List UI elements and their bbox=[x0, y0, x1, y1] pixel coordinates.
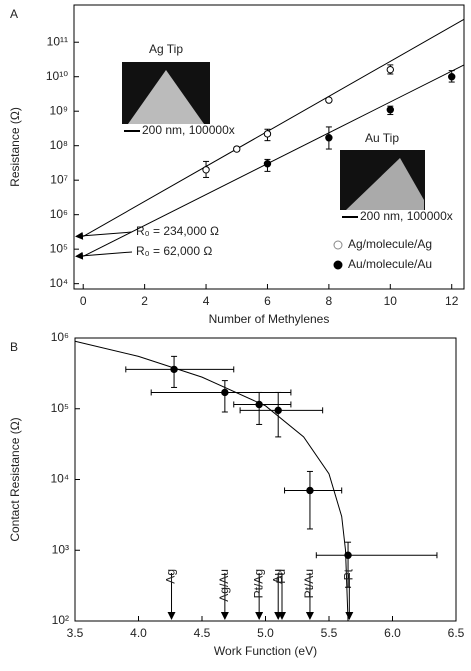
legend-label: Ag/molecule/Ag bbox=[348, 237, 432, 251]
plot-frame bbox=[73, 4, 465, 290]
y-tick-label: 10⁴ bbox=[49, 276, 68, 290]
inset-title: Au Tip bbox=[365, 131, 399, 145]
data-point bbox=[233, 391, 292, 425]
point bbox=[306, 486, 314, 495]
y-tick-label: 10⁶ bbox=[51, 330, 69, 344]
data-point bbox=[239, 391, 324, 438]
data-point bbox=[315, 541, 438, 588]
legend-marker bbox=[333, 240, 343, 250]
x-tick-label: 12 bbox=[445, 294, 459, 308]
plot-frame bbox=[74, 337, 457, 622]
annotation: R₀ = 234,000 Ω bbox=[136, 224, 219, 238]
point bbox=[255, 400, 263, 409]
point bbox=[263, 160, 272, 168]
data-point bbox=[284, 470, 343, 530]
x-axis-title: Number of Methylenes bbox=[209, 312, 330, 326]
x-tick-label: 4.0 bbox=[130, 626, 147, 640]
y-tick-label: 10⁸ bbox=[50, 138, 68, 152]
y-tick-label: 10⁵ bbox=[50, 241, 68, 255]
data-point bbox=[325, 126, 333, 150]
marker-label: Au bbox=[270, 569, 284, 584]
y-axis-title: Resistance (Ω) bbox=[8, 107, 22, 187]
data-point bbox=[448, 70, 456, 83]
y-tick-label: 10¹¹ bbox=[47, 34, 68, 48]
data-point bbox=[386, 105, 394, 116]
annotation: R₀ = 62,000 Ω bbox=[136, 244, 212, 258]
fit-line bbox=[82, 64, 465, 257]
point bbox=[344, 551, 352, 559]
fit-curve bbox=[74, 340, 349, 622]
y-tick-label: 10² bbox=[52, 613, 69, 627]
x-tick-label: 10 bbox=[384, 294, 398, 308]
annotation-arrow bbox=[75, 251, 133, 260]
marker-label: Pd bbox=[274, 569, 288, 584]
x-tick-label: 6.0 bbox=[384, 626, 401, 640]
inset-scale: 200 nm, 100000x bbox=[142, 123, 235, 137]
legend-marker bbox=[333, 260, 343, 270]
point bbox=[386, 106, 394, 114]
ag-tip-inset: Ag Tip 200 nm, 100000x bbox=[122, 42, 235, 137]
point bbox=[221, 388, 229, 397]
y-axis-title: Contact Resistance (Ω) bbox=[8, 417, 22, 541]
y-tick-label: 10⁶ bbox=[50, 207, 68, 221]
x-tick-label: 5.5 bbox=[321, 626, 338, 640]
au-tip-inset: Au Tip 200 nm, 100000x bbox=[340, 131, 453, 223]
x-tick-label: 6 bbox=[264, 294, 271, 308]
marker-label: Ag bbox=[164, 569, 178, 584]
y-tick-label: 10³ bbox=[52, 542, 69, 556]
x-tick-label: 8 bbox=[326, 294, 333, 308]
marker-label: Pt/Au bbox=[302, 569, 316, 598]
y-tick-label: 10⁵ bbox=[51, 401, 69, 415]
y-tick-label: 10⁷ bbox=[50, 172, 68, 186]
point bbox=[202, 166, 210, 174]
point bbox=[263, 130, 272, 138]
data-point bbox=[202, 160, 210, 178]
x-tick-label: 0 bbox=[80, 294, 87, 308]
panel-label: A bbox=[10, 7, 18, 21]
point bbox=[325, 96, 333, 104]
point bbox=[170, 365, 178, 374]
point bbox=[325, 134, 333, 142]
marker-label: Pt bbox=[341, 568, 355, 580]
marker-label: Pt/Ag bbox=[251, 569, 265, 598]
x-tick-label: 4 bbox=[203, 294, 210, 308]
data-point bbox=[125, 355, 235, 388]
data-point bbox=[263, 158, 272, 172]
annotation-arrow bbox=[75, 231, 133, 240]
fit-line bbox=[82, 18, 465, 237]
x-axis-title: Work Function (eV) bbox=[214, 644, 317, 658]
y-tick-label: 10⁹ bbox=[50, 103, 69, 117]
inset-scale: 200 nm, 100000x bbox=[360, 209, 453, 223]
x-tick-label: 2 bbox=[141, 294, 148, 308]
point bbox=[233, 145, 241, 153]
y-tick-label: 10¹⁰ bbox=[46, 69, 68, 83]
data-point bbox=[325, 96, 333, 104]
point bbox=[274, 406, 282, 415]
x-tick-label: 6.5 bbox=[448, 626, 465, 640]
x-tick-label: 5.0 bbox=[257, 626, 274, 640]
point bbox=[386, 65, 394, 74]
point bbox=[448, 73, 456, 81]
data-point bbox=[150, 380, 292, 413]
x-tick-label: 4.5 bbox=[194, 626, 211, 640]
data-point bbox=[263, 128, 272, 142]
data-point bbox=[233, 145, 241, 153]
data-point bbox=[386, 64, 394, 75]
x-tick-label: 3.5 bbox=[67, 626, 84, 640]
inset-title: Ag Tip bbox=[149, 42, 183, 56]
legend-label: Au/molecule/Au bbox=[348, 257, 432, 271]
y-tick-label: 10⁴ bbox=[50, 472, 69, 486]
panel-label: B bbox=[10, 340, 18, 354]
marker-label: Ag/Au bbox=[217, 569, 231, 602]
